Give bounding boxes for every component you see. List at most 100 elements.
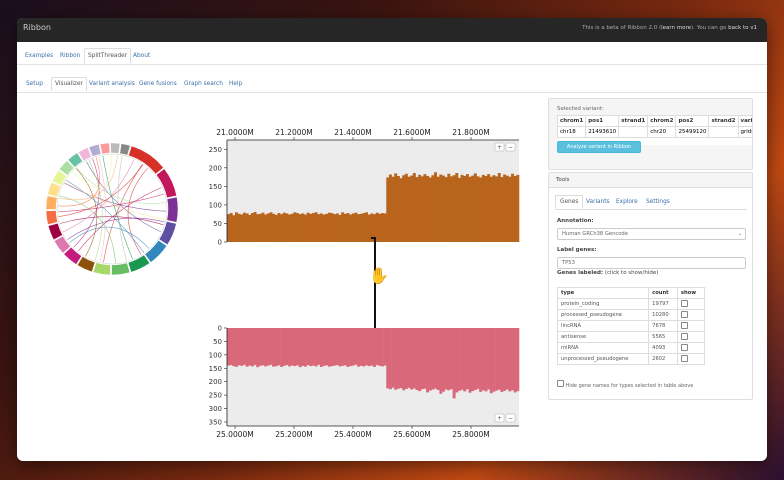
gene-type-row[interactable]: miRNA 4093 [556, 342, 706, 354]
gene-type-table: type count show protein_coding 19797 proce… [556, 287, 706, 365]
coverage-bar [349, 328, 353, 367]
coverage-bar [487, 328, 491, 390]
gene-label-input[interactable]: TP53 [557, 257, 746, 269]
show-checkbox[interactable] [680, 354, 688, 362]
top-coverage-plot[interactable]: 250 200 150 100 50 0 21.0000M 21.2000M 21.4000M 2… [185, 122, 525, 250]
tab-about[interactable]: About [133, 53, 151, 59]
chromosome-segment[interactable] [99, 142, 111, 155]
x-tick-label: 25.2000M [275, 430, 313, 439]
zoom-in-button[interactable] [494, 413, 505, 423]
tab-graph-search[interactable]: Graph search [184, 81, 223, 87]
coverage-bar [343, 213, 347, 242]
coverage-bar [439, 328, 443, 394]
coverage-bar [465, 328, 469, 390]
coverage-bar [229, 328, 233, 366]
chromosome-segment[interactable] [144, 239, 168, 263]
gene-type-row[interactable]: processed_pseudogene 10280 [556, 309, 706, 321]
analyze-variant-button[interactable]: Analyze variant in Ribbon [557, 141, 641, 153]
show-checkbox[interactable] [680, 310, 688, 318]
variant-col-header: varian [737, 115, 752, 127]
chromosome-segment[interactable] [110, 142, 121, 154]
chromosome-segment[interactable] [119, 143, 131, 156]
circos-plot[interactable] [37, 134, 187, 284]
tools-tab-settings[interactable]: Settings [646, 199, 670, 205]
brand-logo[interactable]: Ribbon [23, 23, 51, 32]
coverage-bar [280, 328, 284, 367]
coverage-bar [402, 328, 406, 391]
show-checkbox[interactable] [680, 332, 688, 340]
chromosome-segment[interactable] [88, 144, 102, 157]
plus-icon: + [497, 144, 502, 151]
coverage-bar [473, 173, 477, 242]
bottom-coverage-plot[interactable]: 0 50 100 150 200 250 300 350 25.0000M 25.2000M 25.… [185, 324, 525, 448]
chromosome-segment[interactable] [45, 210, 58, 225]
coverage-bar [335, 213, 339, 242]
coverage-bar [402, 175, 406, 242]
coverage-bar [426, 175, 430, 242]
back-to-v1-link[interactable]: back to v1 [728, 25, 757, 31]
coverage-bar [431, 175, 435, 242]
coverage-bar [250, 213, 254, 242]
tools-tab-genes[interactable]: Genes [555, 195, 584, 209]
annotation-select[interactable]: Human GRCh38 Gencode ⌄ [557, 228, 746, 240]
tab-gene-fusions[interactable]: Gene fusions [139, 81, 177, 87]
coverage-bar [248, 328, 252, 366]
tools-tab-explore[interactable]: Explore [616, 199, 638, 205]
show-checkbox[interactable] [680, 343, 688, 351]
coverage-bar [436, 328, 440, 391]
chromosome-segment[interactable] [127, 254, 151, 273]
hide-gene-names-checkbox[interactable] [557, 380, 564, 387]
learn-more-link[interactable]: learn more [661, 25, 692, 31]
chromosome-segment[interactable] [53, 235, 71, 254]
gene-type-row[interactable]: antisense 5565 [556, 331, 706, 343]
chromosome-segment[interactable] [67, 152, 83, 168]
chromosome-segment[interactable] [128, 145, 164, 175]
coverage-bar [349, 214, 353, 242]
coverage-bar [341, 328, 345, 366]
chromosome-segment[interactable] [51, 169, 67, 186]
tab-help[interactable]: Help [229, 81, 243, 87]
chromosome-segment[interactable] [158, 221, 177, 246]
tools-title: Tools [556, 177, 570, 183]
coverage-bar [327, 328, 331, 367]
chromosome-segment[interactable] [92, 262, 111, 276]
chromosome-segment[interactable] [45, 195, 58, 210]
coverage-bar [266, 213, 270, 242]
coverage-bar [505, 328, 509, 390]
x-tick-label: 21.6000M [393, 128, 431, 137]
coverage-bar [269, 328, 273, 365]
coverage-bar [383, 328, 387, 366]
gene-type-row[interactable]: protein_coding 19797 [556, 298, 706, 310]
chromosome-segment[interactable] [47, 182, 62, 197]
tab-ribbon[interactable]: Ribbon [60, 53, 81, 59]
chromosome-segment[interactable] [111, 262, 131, 276]
y-tick-label: 350 [209, 418, 222, 426]
chromosome-segment[interactable] [63, 246, 82, 265]
chromosome-segment[interactable] [166, 196, 179, 223]
zoom-out-button[interactable] [505, 413, 516, 423]
zoom-in-button[interactable] [494, 142, 505, 152]
tab-variant-analysis[interactable]: Variant analysis [89, 81, 135, 87]
coverage-bar [465, 174, 469, 242]
zoom-out-button[interactable] [505, 142, 516, 152]
tab-visualizer[interactable]: Visualizer [51, 77, 87, 91]
show-checkbox[interactable] [680, 299, 688, 307]
chromosome-segment[interactable] [47, 222, 63, 241]
chromosome-segment[interactable] [58, 160, 75, 176]
tab-setup[interactable]: Setup [26, 81, 43, 87]
coverage-bar [311, 213, 315, 242]
tools-tab-variants[interactable]: Variants [586, 199, 610, 205]
coverage-bar [311, 328, 315, 366]
gene-type-row[interactable]: unprocessed_pseudogene 2602 [556, 353, 706, 365]
chromosome-segment[interactable] [76, 256, 96, 273]
coverage-bar [391, 328, 395, 388]
hide-gene-names-option[interactable]: Hide gene names for types selected in ta… [557, 380, 693, 389]
tab-splitthreader[interactable]: SplitThreader [84, 48, 132, 64]
tab-examples[interactable]: Examples [25, 53, 54, 59]
coverage-bar [457, 328, 461, 391]
show-checkbox[interactable] [680, 321, 688, 329]
chromosome-segment[interactable] [78, 147, 92, 162]
gene-type-row[interactable]: lincRNA 7678 [556, 320, 706, 332]
chromosome-segment[interactable] [156, 168, 177, 199]
gene-type-count: 2602 [648, 353, 678, 365]
